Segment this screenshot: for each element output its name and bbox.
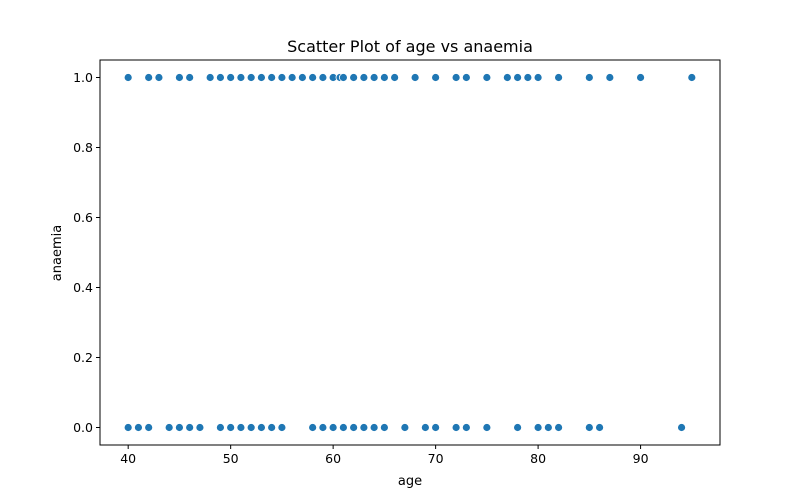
data-point	[523, 73, 533, 82]
data-point	[349, 73, 359, 82]
data-point	[605, 73, 615, 82]
y-tick-label: 0.8	[73, 140, 93, 155]
y-axis-ticks: 0.0 0.2 0.4 0.6 0.8 1.0	[73, 70, 100, 435]
x-tick-label: 50	[223, 451, 239, 466]
x-axis-label: age	[398, 474, 422, 489]
data-point	[257, 73, 266, 82]
x-tick-label: 90	[633, 451, 649, 466]
data-point	[359, 423, 369, 432]
data-point	[308, 73, 318, 82]
data-point	[216, 73, 225, 82]
x-tick-label: 80	[530, 451, 546, 466]
data-point	[318, 73, 328, 82]
data-point	[359, 73, 369, 82]
data-point	[144, 73, 154, 82]
data-point	[154, 73, 164, 82]
data-point	[123, 73, 133, 82]
data-point	[482, 423, 492, 432]
y-tick-label: 0.2	[73, 350, 93, 365]
data-points	[123, 73, 697, 432]
data-point	[349, 423, 359, 432]
data-point	[410, 73, 420, 82]
data-point	[144, 423, 154, 432]
data-point	[164, 423, 174, 432]
data-point	[287, 73, 297, 82]
data-point	[513, 73, 523, 82]
data-point	[420, 423, 430, 432]
data-point	[584, 73, 594, 82]
data-point	[400, 423, 410, 432]
data-point	[677, 423, 686, 432]
data-point	[185, 73, 195, 82]
data-point	[502, 73, 512, 82]
data-point	[257, 423, 266, 432]
data-point	[277, 423, 287, 432]
data-point	[554, 73, 563, 82]
data-point	[636, 73, 645, 82]
data-point	[236, 73, 246, 82]
data-point	[390, 73, 400, 82]
data-point	[543, 423, 553, 432]
data-point	[267, 423, 277, 432]
data-point	[431, 73, 441, 82]
data-point	[175, 73, 184, 82]
data-point	[369, 423, 379, 432]
data-point	[134, 423, 143, 432]
data-point	[513, 423, 523, 432]
data-point	[246, 423, 256, 432]
data-point	[123, 423, 133, 432]
chart-title: Scatter Plot of age vs anaemia	[287, 37, 533, 56]
x-tick-label: 70	[428, 451, 444, 466]
y-tick-label: 0.0	[73, 420, 93, 435]
data-point	[205, 73, 215, 82]
data-point	[185, 423, 195, 432]
data-point	[379, 423, 389, 432]
data-point	[451, 73, 461, 82]
data-point	[277, 73, 287, 82]
data-point	[297, 73, 307, 82]
y-tick-label: 1.0	[73, 70, 93, 85]
x-tick-label: 40	[120, 451, 136, 466]
data-point	[533, 73, 543, 82]
data-point	[482, 73, 492, 82]
y-tick-label: 0.4	[73, 280, 93, 295]
data-point	[595, 423, 604, 432]
data-point	[246, 73, 256, 82]
data-point	[687, 73, 697, 82]
x-axis-ticks: 40 50 60 70 80 90	[120, 445, 649, 466]
x-tick-label: 60	[325, 451, 341, 466]
data-point	[461, 423, 471, 432]
data-point	[328, 423, 338, 432]
plot-frame	[99, 59, 721, 446]
data-point	[431, 423, 441, 432]
data-point	[267, 73, 277, 82]
data-point	[461, 73, 471, 82]
data-point	[195, 423, 205, 432]
data-point	[451, 423, 461, 432]
data-point	[226, 423, 236, 432]
data-point	[308, 423, 318, 432]
y-tick-label: 0.6	[73, 210, 93, 225]
data-point	[318, 423, 328, 432]
data-point	[226, 73, 236, 82]
data-point	[338, 73, 348, 82]
data-point	[379, 73, 389, 82]
data-point	[338, 423, 348, 432]
data-point	[216, 423, 225, 432]
data-point	[584, 423, 594, 432]
data-point	[175, 423, 184, 432]
data-point	[533, 423, 543, 432]
data-point	[369, 73, 379, 82]
data-point	[554, 423, 563, 432]
data-point	[236, 423, 246, 432]
y-axis-label: anaemia	[50, 225, 65, 281]
